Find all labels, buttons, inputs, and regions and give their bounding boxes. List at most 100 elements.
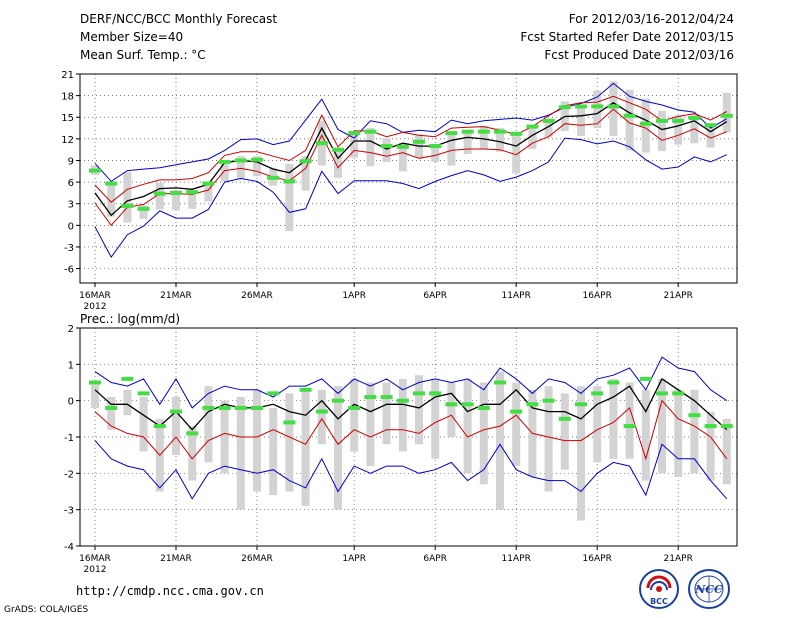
prec-green-marker	[429, 391, 442, 396]
prec-spread-bar	[706, 411, 715, 481]
temp-green-marker	[121, 203, 134, 208]
prec-spread-bar	[366, 382, 375, 467]
prec-xtick-label: 21APR	[664, 554, 693, 564]
source-url[interactable]: http://cmdp.ncc.cma.gov.cn	[76, 584, 264, 598]
prec-green-marker	[445, 402, 458, 407]
temp-ytick-label: 15	[61, 113, 74, 124]
temp-spread-bar	[155, 182, 164, 210]
temp-spread-bar	[528, 127, 537, 149]
temp-green-marker	[218, 159, 231, 164]
temp-green-marker	[623, 113, 636, 118]
temp-green-marker	[170, 190, 182, 195]
prec-spread-bar	[690, 389, 699, 474]
temp-green-marker	[445, 131, 458, 136]
prec-spread-bar	[577, 386, 585, 521]
forecast-period-label: For 2012/03/16-2012/04/24	[568, 12, 734, 26]
prec-green-marker	[299, 387, 312, 392]
temp-spread-bar	[447, 133, 456, 166]
temp-spread-bar	[220, 162, 229, 182]
temp-spread-bar	[172, 192, 180, 211]
temp-green-marker	[299, 159, 312, 164]
prec-year-label: 2012	[84, 565, 107, 575]
prec-xtick-label: 16APR	[583, 554, 612, 564]
prec-green-marker	[332, 398, 344, 403]
forecast-produced-label: Fcst Produced Date 2012/03/16	[544, 48, 734, 62]
temp-xtick-label: 6APR	[423, 291, 447, 301]
prec-green-marker	[89, 380, 101, 385]
prec-spread-bar	[91, 382, 99, 408]
member-size-label: Member Size=40	[80, 30, 184, 44]
temp-green-marker	[202, 181, 215, 186]
temp-spread-bar	[609, 81, 618, 136]
temp-spread-bar	[496, 128, 504, 152]
prec-panel-title: Prec.: log(mm/d)	[80, 312, 180, 326]
prec-green-marker	[251, 405, 263, 410]
prec-green-marker	[656, 391, 668, 396]
prec-spread-bar	[334, 386, 342, 510]
prec-green-marker	[639, 376, 652, 381]
prec-green-marker	[202, 405, 215, 410]
chart-title: DERF/NCC/BCC Monthly Forecast	[80, 12, 278, 26]
forecast-started-label: Fcst Started Refer Date 2012/03/15	[520, 30, 734, 44]
grads-credit: GrADS: COLA/IGES	[4, 605, 89, 615]
temp-green-marker	[234, 158, 247, 163]
temp-spread-bar	[398, 143, 407, 172]
prec-spread-bar	[593, 386, 602, 463]
prec-spread-bar	[512, 382, 521, 467]
prec-spread-bar	[236, 397, 245, 510]
prec-xtick-label: 1APR	[342, 554, 366, 564]
temp-spread-bar	[334, 148, 342, 178]
prec-spread-bar	[674, 389, 683, 477]
temp-line-blue-upper	[94, 82, 728, 183]
prec-green-marker	[607, 380, 620, 385]
temp-green-marker	[380, 144, 393, 149]
prec-spread-bar	[479, 382, 488, 485]
prec-spread-bar	[641, 389, 650, 481]
prec-green-marker	[153, 424, 166, 429]
prec-green-marker	[413, 391, 425, 396]
prec-green-marker	[186, 431, 199, 436]
temp-green-marker	[607, 104, 620, 109]
prec-green-marker	[704, 424, 717, 429]
variable-label: Mean Surf. Temp.: °C	[80, 48, 206, 62]
prec-spread-bar	[496, 371, 504, 510]
temp-spread-bar	[593, 90, 602, 129]
temp-line-blue-lower	[94, 137, 728, 259]
prec-green-marker	[380, 395, 393, 400]
temp-ytick-label: 6	[68, 178, 74, 189]
prec-green-marker	[170, 409, 182, 414]
prec-line-blue-upper	[94, 356, 728, 409]
temp-spread-bar	[188, 190, 197, 209]
temp-green-marker	[137, 206, 150, 211]
prec-spread-bar	[544, 386, 553, 492]
prec-spread-bar	[285, 393, 294, 492]
temp-green-marker	[413, 139, 425, 144]
temp-green-marker	[542, 118, 555, 123]
temp-spread-bar	[658, 110, 666, 152]
prec-spread-bar	[625, 382, 634, 459]
prec-spread-bar	[172, 397, 180, 456]
temp-green-marker	[267, 175, 280, 180]
temp-spread-bar	[463, 131, 472, 154]
prec-xtick-label: 21MAR	[160, 554, 192, 564]
prec-ytick-label: 2	[68, 324, 74, 335]
prec-green-marker	[315, 409, 328, 414]
temp-green-marker	[396, 144, 409, 149]
temp-green-marker	[89, 168, 101, 173]
prec-ytick-label: -4	[64, 542, 74, 553]
prec-spread-bar	[253, 389, 261, 492]
temp-xtick-label: 11APR	[502, 291, 531, 301]
prec-green-marker	[591, 391, 604, 396]
prec-spread-bar	[269, 407, 278, 496]
prec-green-marker	[137, 391, 150, 396]
temp-ytick-label: -3	[64, 243, 74, 254]
temp-ytick-label: 9	[68, 156, 74, 167]
prec-green-marker	[121, 376, 134, 381]
prec-spread-bar	[609, 378, 618, 459]
prec-line-red-lower	[94, 399, 728, 461]
temp-green-marker	[639, 121, 652, 126]
temp-spread-bar	[722, 92, 731, 133]
temp-green-marker	[186, 190, 199, 195]
temp-green-marker	[704, 123, 717, 128]
